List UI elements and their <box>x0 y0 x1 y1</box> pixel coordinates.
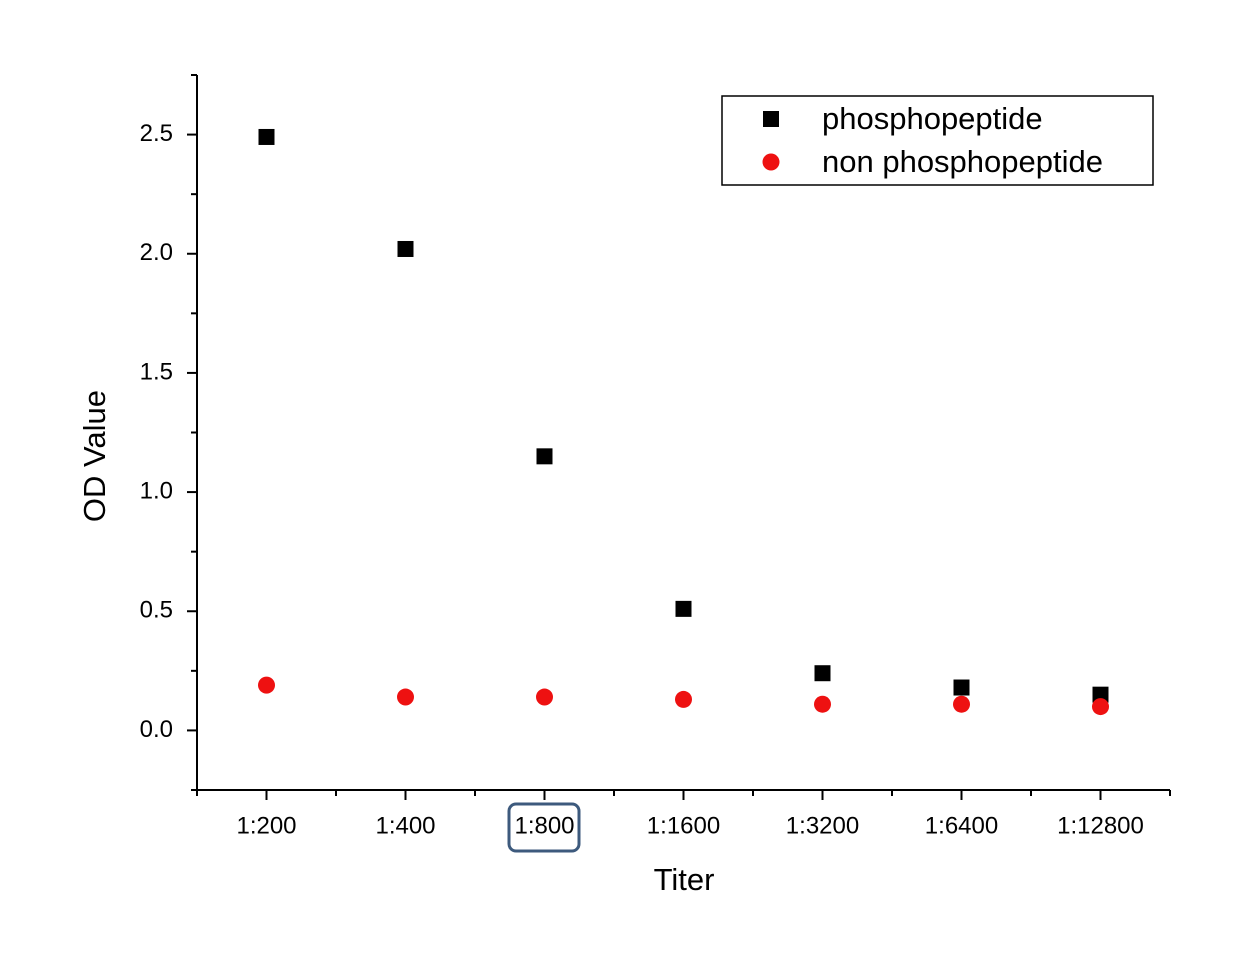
x-tick-label: 1:800 <box>514 812 574 839</box>
marker <box>814 665 831 682</box>
y-tick-label: 0.0 <box>140 716 173 743</box>
y-tick-label: 0.5 <box>140 597 173 624</box>
legend-label: phosphopeptide <box>822 101 1043 136</box>
x-tick-label: 1:400 <box>375 812 435 839</box>
marker <box>675 600 692 617</box>
x-tick-label: 1:1600 <box>647 812 720 839</box>
legend-marker <box>762 153 780 171</box>
marker <box>1092 686 1109 703</box>
marker <box>953 679 970 696</box>
marker <box>397 240 414 257</box>
y-tick-label: 1.0 <box>140 477 173 504</box>
y-tick-label: 2.5 <box>140 120 173 147</box>
x-tick-label: 1:3200 <box>786 812 859 839</box>
marker <box>258 128 275 145</box>
marker <box>536 448 553 465</box>
x-tick-label: 1:12800 <box>1057 812 1144 839</box>
marker <box>814 695 831 713</box>
marker <box>258 676 275 694</box>
x-tick-label: 1:6400 <box>925 812 998 839</box>
x-tick-label: 1:200 <box>236 812 296 839</box>
marker <box>1092 698 1109 716</box>
x-axis-label: Titer <box>654 862 715 897</box>
y-tick-label: 1.5 <box>140 358 173 385</box>
marker <box>397 688 414 706</box>
legend-box <box>721 95 1154 186</box>
y-axis-label: OD Value <box>77 390 112 522</box>
marker <box>536 688 553 706</box>
y-tick-label: 2.0 <box>140 239 173 266</box>
highlight-box <box>507 802 581 853</box>
marker <box>953 695 970 713</box>
legend-label: non phosphopeptide <box>822 144 1103 179</box>
legend-marker <box>763 111 779 127</box>
marker <box>675 690 692 708</box>
